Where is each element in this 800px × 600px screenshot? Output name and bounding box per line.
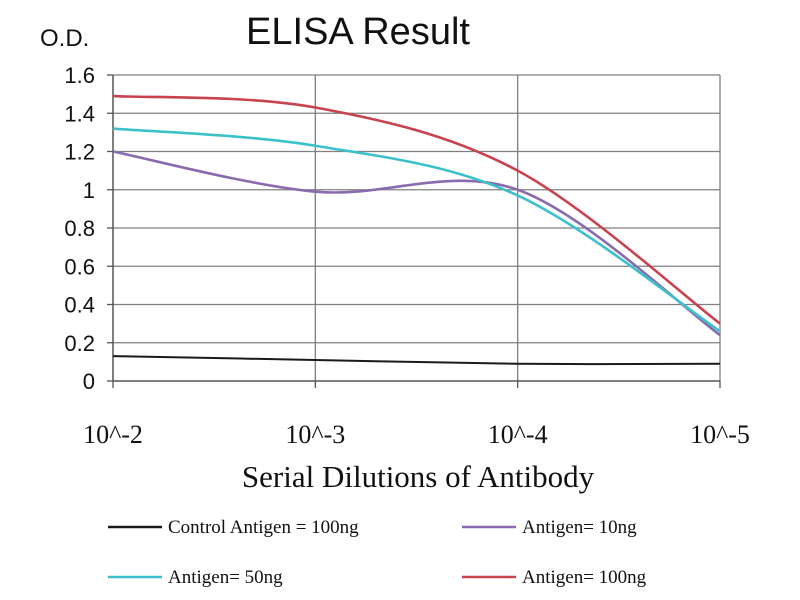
y-tick-label: 1	[83, 178, 95, 203]
y-tick-label: 0	[83, 369, 95, 394]
legend-label: Antigen= 10ng	[522, 517, 637, 538]
legend-label: Antigen= 100ng	[522, 567, 647, 588]
y-tick-label: 1.4	[64, 101, 95, 126]
series-line-antigen-10ng	[112, 150, 721, 337]
axes	[107, 74, 721, 388]
grid	[113, 74, 721, 381]
x-axis-label: Serial Dilutions of Antibody	[242, 459, 595, 494]
y-tick-label: 1.2	[64, 140, 95, 165]
series-lines	[112, 94, 721, 366]
series-line-control-antigen-100ng	[112, 355, 721, 366]
legend-label: Control Antigen = 100ng	[168, 517, 359, 538]
y-tick-label: 0.4	[64, 293, 95, 318]
y-tick-label: 1.6	[64, 63, 95, 88]
x-tick-label: 10^-5	[690, 420, 750, 449]
x-tick-label: 10^-4	[488, 420, 548, 449]
y-tick-labels: 0 0.2 0.4 0.6 0.8 1 1.2 1.4 1.6	[64, 63, 95, 394]
y-axis-label: O.D.	[40, 25, 89, 52]
y-tick-label: 0.8	[64, 216, 95, 241]
series-line-antigen-100ng	[112, 94, 721, 325]
chart-title: ELISA Result	[246, 11, 470, 53]
series-line-antigen-50ng	[112, 127, 721, 333]
legend: Control Antigen = 100ng Antigen= 10ng Anti…	[108, 517, 647, 588]
x-tick-label: 10^-3	[285, 420, 345, 449]
x-tick-label: 10^-2	[83, 420, 143, 449]
x-tick-labels: 10^-2 10^-3 10^-4 10^-5	[83, 420, 750, 449]
legend-label: Antigen= 50ng	[168, 567, 283, 588]
y-tick-label: 0.6	[64, 254, 95, 279]
y-tick-label: 0.2	[64, 331, 95, 356]
